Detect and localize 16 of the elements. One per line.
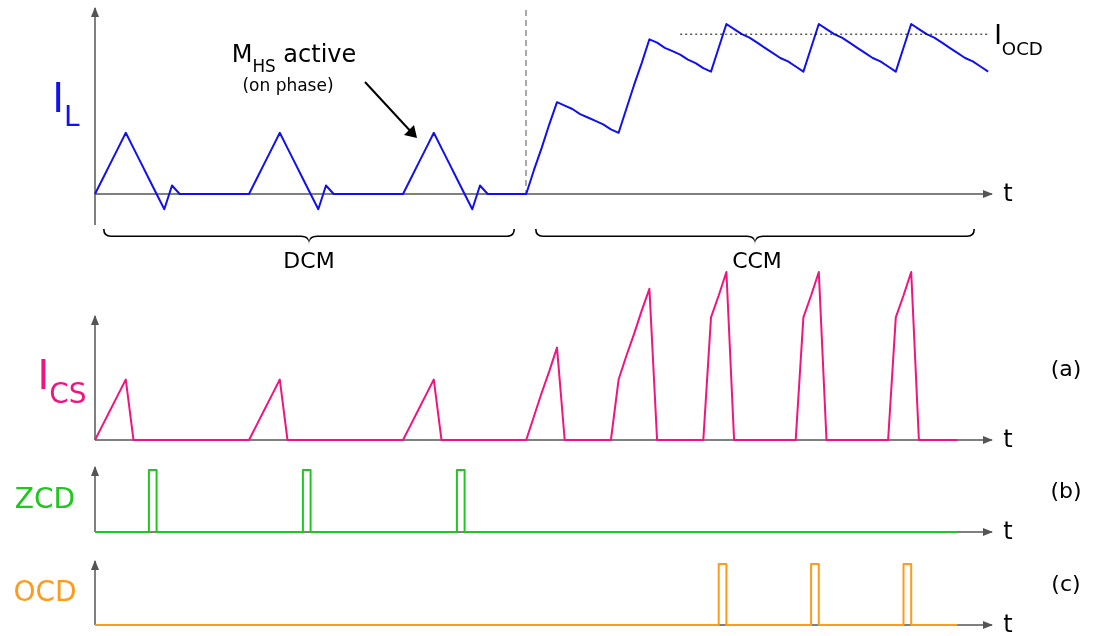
y-axis-title: OCD	[13, 575, 77, 608]
x-axis-title: t	[1003, 425, 1013, 453]
y-axis-title: I$_{CS}$	[37, 352, 87, 410]
annotation: CCM	[732, 248, 782, 273]
text: (b)	[1050, 477, 1082, 503]
annotation: DCM	[283, 248, 335, 273]
text: (c)	[1051, 571, 1081, 596]
text: (a)	[1050, 356, 1082, 381]
series-label: I$_{OCD}$	[994, 20, 1043, 59]
x-axis-title: t	[1003, 179, 1013, 207]
annotation: M$_{HS}$ active	[231, 40, 357, 76]
x-axis-title: t	[1003, 517, 1013, 545]
y-axis-title: ZCD	[14, 481, 76, 515]
annotation: (on phase)	[242, 75, 334, 95]
x-axis-title: t	[1003, 610, 1013, 636]
y-axis-title: I$_{L}$	[52, 75, 81, 133]
